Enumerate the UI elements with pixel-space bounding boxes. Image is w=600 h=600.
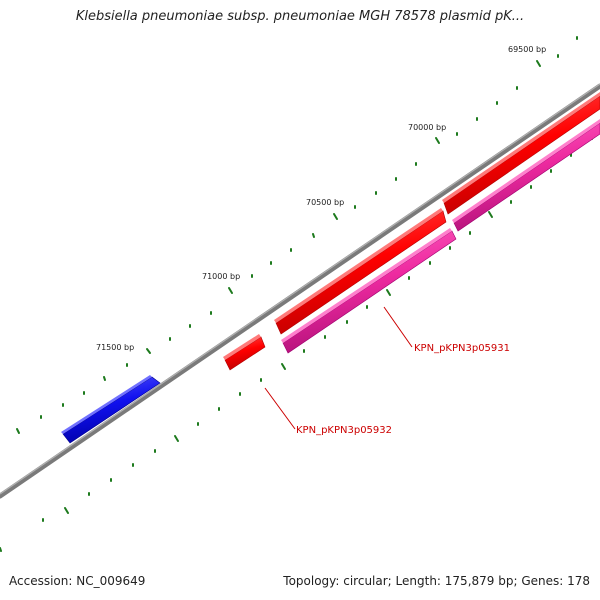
inner-tick <box>281 363 286 370</box>
gene-red-small[interactable] <box>223 334 266 371</box>
outer-tick-row <box>16 36 578 434</box>
genome-stats-text: Topology: circular; Length: 175,879 bp; … <box>283 574 590 588</box>
callout-line-05931 <box>383 306 413 348</box>
backbone-line <box>0 83 600 499</box>
outer-tick <box>103 376 106 381</box>
outer-tick <box>228 287 233 294</box>
gene-label-05931[interactable]: KPN_pKPN3p05931 <box>414 343 510 354</box>
map-title: Klebsiella pneumoniae subsp. pneumoniae … <box>75 9 525 24</box>
outer-tick <box>16 428 20 434</box>
gene-red-long-top <box>274 208 443 323</box>
outer-tick <box>312 233 315 238</box>
gene-red-long[interactable] <box>274 208 447 335</box>
tick-label-69500: 69500 bp <box>508 45 546 54</box>
outer-tick <box>146 348 151 354</box>
inner-tick <box>174 435 179 442</box>
outer-tick <box>435 137 440 144</box>
gene-pink-long-top <box>281 228 452 343</box>
gene-pink-long-body <box>282 230 457 354</box>
gene-blue-body <box>62 376 161 444</box>
tick-label-71000: 71000 bp <box>202 272 240 281</box>
gene-pink-long[interactable] <box>281 228 457 354</box>
outer-tick <box>536 60 541 67</box>
tick-label-70000: 70000 bp <box>408 123 446 132</box>
gene-red-right-top <box>442 92 600 203</box>
gene-red-small-top <box>223 334 261 360</box>
gene-red-right-body <box>443 95 600 215</box>
gene-red-long-body <box>275 210 447 335</box>
tick-label-70500: 70500 bp <box>306 198 344 207</box>
inner-tick <box>488 211 493 218</box>
tick-label-71500: 71500 bp <box>96 343 134 352</box>
inner-tick <box>0 547 2 552</box>
backbone-highlight <box>0 83 600 495</box>
inner-tick-row <box>0 133 593 552</box>
gene-pink-right[interactable] <box>452 119 600 232</box>
accession-text: Accession: NC_009649 <box>9 574 146 588</box>
outer-tick <box>333 213 338 220</box>
gene-pink-right-top <box>452 119 600 223</box>
gene-label-05932[interactable]: KPN_pKPN3p05932 <box>296 425 392 436</box>
gene-blue-top <box>61 375 152 434</box>
inner-tick <box>64 507 69 514</box>
callout-line-05932 <box>264 387 296 430</box>
inner-tick <box>386 289 391 296</box>
gene-red-right[interactable] <box>442 92 600 215</box>
gene-blue[interactable] <box>61 375 161 444</box>
